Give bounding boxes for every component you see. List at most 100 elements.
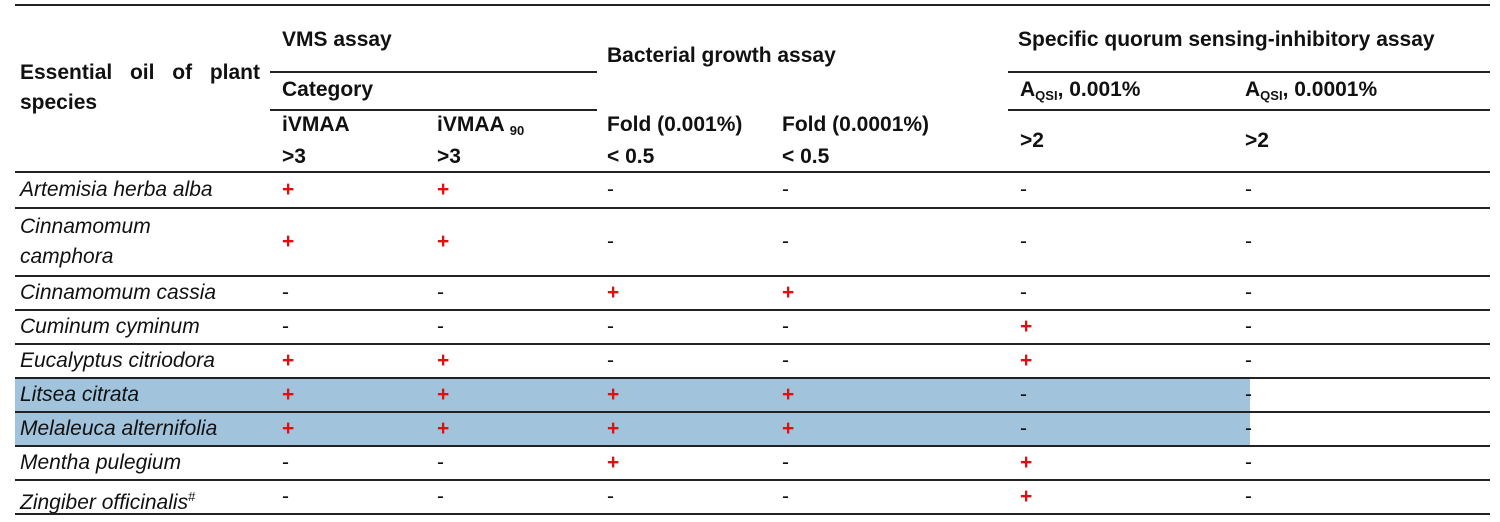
group-header: VMS assay: [282, 28, 392, 51]
qsi-concentration: AQSI, 0.0001%: [1245, 75, 1377, 111]
column-name-text: iVMAA: [437, 113, 504, 136]
cell: -: [1020, 417, 1027, 440]
species: Cuminum cyminum: [20, 312, 280, 342]
rule: [270, 71, 597, 73]
species: Litsea citrata: [20, 380, 280, 410]
cell: +: [607, 417, 620, 440]
cell: +: [1020, 451, 1033, 474]
cell: -: [1245, 281, 1252, 304]
column-sub: 90: [509, 123, 525, 138]
cell: -: [607, 230, 614, 253]
column-name: iVMAA 90: [437, 110, 524, 146]
cell: -: [1245, 178, 1252, 201]
cell: -: [282, 451, 289, 474]
cell: -: [282, 315, 289, 338]
cell: +: [607, 281, 620, 304]
cell: -: [1245, 417, 1252, 440]
column-name-text: Fold (0.0001%): [782, 113, 930, 136]
cell: +: [437, 349, 450, 372]
cell: +: [1020, 315, 1033, 338]
rule: [270, 109, 597, 111]
cell: -: [607, 349, 614, 372]
cell: -: [1020, 178, 1027, 201]
rule: [1008, 109, 1490, 111]
species: Melaleuca alternifolia: [20, 414, 280, 444]
column-threshold: >2: [1245, 129, 1269, 152]
qsi-sub: QSI: [1260, 88, 1283, 103]
cell: +: [282, 417, 295, 440]
column-threshold: < 0.5: [607, 145, 655, 168]
column-threshold: >3: [437, 145, 461, 168]
rule: [15, 171, 1490, 173]
species: Artemisia herba alba: [20, 175, 280, 205]
qsi-rest: , 0.0001%: [1282, 78, 1378, 101]
cell: +: [282, 230, 295, 253]
species: Cinnamomum camphora: [20, 212, 195, 272]
cell: +: [282, 383, 295, 406]
row-highlight: [15, 379, 1250, 412]
species: Zingiber officinalis#: [20, 482, 280, 518]
species-name: Melaleuca alternifolia: [20, 417, 218, 440]
cell: -: [1245, 349, 1252, 372]
cell: +: [1020, 485, 1033, 508]
column-threshold: < 0.5: [782, 145, 830, 168]
column-name-text: iVMAA: [282, 113, 350, 136]
cell: +: [782, 281, 795, 304]
cell: -: [607, 315, 614, 338]
cell: -: [782, 230, 789, 253]
cell: -: [1245, 383, 1252, 406]
species-name: Zingiber officinalis: [20, 491, 189, 514]
cell: +: [437, 230, 450, 253]
cell: +: [437, 383, 450, 406]
rule: [15, 445, 1490, 447]
qsi-sub: QSI: [1035, 88, 1058, 103]
rule: [15, 207, 1490, 209]
species-name: Litsea citrata: [20, 383, 140, 406]
species-name: Eucalyptus citriodora: [20, 349, 215, 372]
cell: -: [782, 451, 789, 474]
qsi-concentration: AQSI, 0.001%: [1020, 75, 1140, 111]
cell: +: [437, 178, 450, 201]
cell: +: [437, 417, 450, 440]
cell: -: [1245, 451, 1252, 474]
column-threshold: >2: [1020, 129, 1044, 152]
species-name: Cuminum cyminum: [20, 315, 200, 338]
group-header: Specific quorum sensing-inhibitory assay: [1018, 28, 1435, 51]
species-name: Mentha pulegium: [20, 451, 182, 474]
species-marker: #: [188, 489, 196, 504]
cell: -: [282, 281, 289, 304]
cell: +: [282, 178, 295, 201]
cell: -: [607, 178, 614, 201]
rule: [15, 411, 1490, 413]
rule: [15, 377, 1490, 379]
column-threshold: >3: [282, 145, 306, 168]
species-name: Cinnamomum cassia: [20, 281, 217, 304]
cell: +: [782, 383, 795, 406]
rule: [15, 479, 1490, 481]
row-highlight: [15, 413, 1250, 446]
cell: +: [782, 417, 795, 440]
species-name: Cinnamomum camphora: [20, 215, 151, 268]
cell: -: [437, 315, 444, 338]
cell: -: [1020, 383, 1027, 406]
rule: [15, 309, 1490, 311]
cell: -: [1245, 230, 1252, 253]
cell: +: [607, 451, 620, 474]
cell: -: [282, 485, 289, 508]
species: Cinnamomum cassia: [20, 278, 280, 308]
rule: [15, 513, 1490, 515]
cell: -: [437, 281, 444, 304]
rule: [15, 4, 1490, 6]
cell: -: [782, 485, 789, 508]
column-name: Fold (0.001%): [607, 110, 742, 140]
cell: -: [437, 451, 444, 474]
qsi-base: A: [1245, 78, 1261, 101]
cell: -: [782, 178, 789, 201]
species-name: Artemisia herba alba: [20, 178, 213, 201]
group-header: Bacterial growth assay: [607, 44, 836, 67]
column-name-text: Fold (0.001%): [607, 113, 743, 136]
rule: [15, 275, 1490, 277]
cell: +: [607, 383, 620, 406]
cell: -: [1020, 230, 1027, 253]
